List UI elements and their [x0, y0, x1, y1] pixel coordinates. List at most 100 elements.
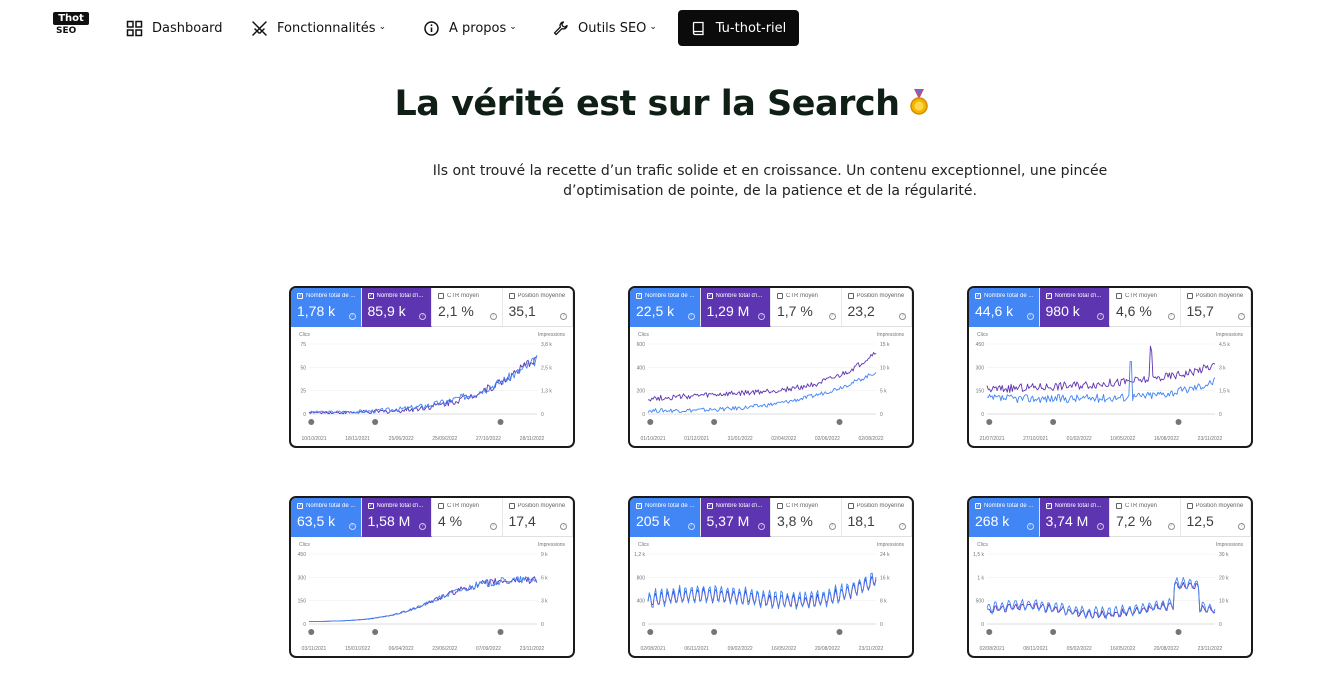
right-axis-title: Impressions: [1216, 332, 1243, 338]
annotation-marker[interactable]: [1175, 629, 1182, 635]
search-console-card: ✓ Nombre total de ... 22,5 k? ✓ Nombre total…: [628, 286, 914, 448]
metric-tile[interactable]: CTR moyen 1,7 %?: [771, 288, 842, 327]
left-tick-label: 450: [976, 342, 985, 348]
right-tick-label: 9 k: [541, 552, 548, 558]
metric-value: 23,2: [847, 303, 875, 319]
metric-tile[interactable]: CTR moyen 4 %?: [432, 498, 503, 537]
annotation-marker[interactable]: [647, 419, 654, 425]
checkbox-icon: [777, 293, 783, 299]
checkbox-icon: [508, 293, 515, 299]
help-icon: ?: [758, 523, 765, 530]
impressions-series-line: [647, 575, 877, 609]
left-tick-label: 0: [303, 622, 306, 628]
annotation-marker[interactable]: [372, 629, 379, 635]
annotation-marker[interactable]: [986, 629, 993, 635]
annotation-marker[interactable]: [836, 629, 843, 635]
thot-seo-logo[interactable]: Thot SEO: [53, 12, 89, 38]
right-tick-label: 0: [541, 622, 544, 628]
metric-tile[interactable]: Position moyenne 17,4?: [502, 498, 573, 537]
annotation-marker[interactable]: [372, 419, 379, 425]
left-tick-label: 400: [637, 365, 646, 371]
metric-label-text: Position moyenne: [1195, 503, 1244, 509]
right-tick-label: 6 k: [541, 575, 548, 581]
help-icon: ?: [1167, 313, 1175, 320]
help-icon: ?: [419, 313, 426, 320]
left-tick-label: 25: [300, 389, 306, 395]
nav-item-a-propos[interactable]: A propos ⌄: [423, 18, 517, 38]
impressions-series-line: [309, 576, 538, 623]
metric-tile[interactable]: ✓ Nombre total d'i... 980 k?: [1039, 288, 1110, 327]
date-tick-label: 31/01/2022: [728, 436, 753, 442]
metric-tile[interactable]: ✓ Nombre total de ... 1,78 k?: [291, 288, 362, 327]
checkbox-icon: [438, 503, 444, 509]
metric-value: 2,1 %: [438, 303, 474, 319]
annotation-marker[interactable]: [308, 629, 315, 635]
annotation-marker[interactable]: [1050, 629, 1057, 635]
metric-label: Position moyenne: [847, 293, 912, 299]
metric-tile[interactable]: ✓ Nombre total de ... 268 k?: [969, 498, 1040, 537]
checkbox-icon: ✓: [367, 503, 374, 509]
metric-tile[interactable]: ✓ Nombre total de ... 22,5 k?: [630, 288, 701, 327]
annotation-marker[interactable]: [497, 629, 504, 635]
metric-label-text: CTR moyen: [1125, 503, 1158, 509]
checkbox-icon: ✓: [297, 503, 303, 509]
metric-tile[interactable]: ✓ Nombre total d'i... 85,9 k?: [361, 288, 432, 327]
help-icon: ?: [1026, 313, 1034, 320]
help-icon: ?: [348, 313, 356, 320]
metric-value: 1,7 %: [777, 303, 813, 319]
metric-value: 4 %: [438, 513, 463, 529]
metric-tile[interactable]: Position moyenne 18,1?: [841, 498, 912, 537]
metric-tile[interactable]: ✓ Nombre total d'i... 3,74 M?: [1039, 498, 1110, 537]
left-tick-label: 200: [637, 389, 646, 395]
metric-tile[interactable]: CTR moyen 3,8 %?: [771, 498, 842, 537]
search-console-card: ✓ Nombre total de ... 44,6 k? ✓ Nombre total…: [967, 286, 1253, 448]
metric-tile[interactable]: Position moyenne 23,2?: [841, 288, 912, 327]
metric-value: 7,2 %: [1116, 513, 1152, 529]
right-tick-label: 20 k: [1219, 575, 1229, 581]
annotation-marker[interactable]: [711, 629, 718, 635]
metric-label-text: Nombre total d'i...: [376, 503, 424, 509]
wrench-icon: [553, 20, 568, 35]
annotation-marker[interactable]: [711, 419, 718, 425]
tu-thot-riel-button[interactable]: Tu-thot-riel: [678, 10, 799, 46]
annotation-marker[interactable]: [308, 419, 315, 425]
annotation-marker[interactable]: [647, 629, 654, 635]
metric-tile[interactable]: CTR moyen 4,6 %?: [1110, 288, 1181, 327]
metric-label: Position moyenne: [847, 503, 912, 509]
nav-item-outils-seo[interactable]: Outils SEO ⌄: [552, 18, 657, 38]
metric-tile[interactable]: ✓ Nombre total d'i... 5,37 M?: [700, 498, 771, 537]
metric-label-text: Nombre total d'i...: [376, 293, 424, 299]
right-tick-label: 4,5 k: [1219, 342, 1230, 348]
metric-label: ✓ Nombre total d'i...: [1045, 293, 1110, 299]
annotation-marker[interactable]: [1050, 419, 1057, 425]
left-tick-label: 500: [976, 599, 985, 605]
left-tick-label: 150: [298, 599, 307, 605]
left-tick-label: 150: [976, 389, 985, 395]
metric-label-text: Position moyenne: [1195, 293, 1244, 299]
annotation-marker[interactable]: [1175, 419, 1182, 425]
metric-tile[interactable]: Position moyenne 12,5?: [1180, 498, 1251, 537]
metric-tile[interactable]: Position moyenne 15,7?: [1180, 288, 1251, 327]
metric-tile[interactable]: CTR moyen 2,1 %?: [432, 288, 503, 327]
right-tick-label: 10 k: [1219, 599, 1229, 605]
help-icon: ?: [1097, 313, 1104, 320]
checkbox-icon: [1186, 503, 1193, 509]
annotation-marker[interactable]: [836, 419, 843, 425]
metric-label: ✓ Nombre total de ...: [636, 293, 700, 299]
metric-tile[interactable]: ✓ Nombre total de ... 205 k?: [630, 498, 701, 537]
metric-label: ✓ Nombre total d'i...: [706, 293, 771, 299]
nav-item-fonctionnalites[interactable]: Fonctionnalités ⌄: [251, 18, 386, 38]
metric-tiles: ✓ Nombre total de ... 268 k? ✓ Nombre total …: [969, 498, 1251, 537]
metric-tile[interactable]: ✓ Nombre total d'i... 1,29 M?: [700, 288, 771, 327]
metric-tile[interactable]: Position moyenne 35,1?: [502, 288, 573, 327]
nav-item-dashboard[interactable]: Dashboard: [126, 18, 223, 38]
annotation-marker[interactable]: [986, 419, 993, 425]
left-tick-label: 600: [637, 342, 646, 348]
left-tick-label: 300: [976, 365, 985, 371]
metric-tile[interactable]: ✓ Nombre total de ... 44,6 k?: [969, 288, 1040, 327]
metric-tile[interactable]: ✓ Nombre total de ... 63,5 k?: [291, 498, 362, 537]
metric-tile[interactable]: ✓ Nombre total d'i... 1,58 M?: [361, 498, 432, 537]
annotation-marker[interactable]: [497, 419, 504, 425]
metric-tile[interactable]: CTR moyen 7,2 %?: [1110, 498, 1181, 537]
date-tick-label: 23/11/2022: [1198, 646, 1223, 652]
